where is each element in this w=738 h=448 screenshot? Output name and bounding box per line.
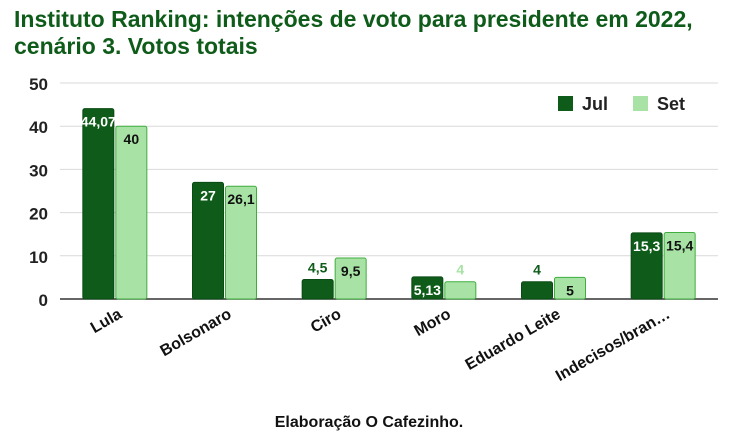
bar-set: [444, 281, 477, 300]
y-axis-ticks: 0 10 20 30 40 50: [29, 75, 48, 310]
bar-jul: [82, 108, 115, 300]
y-tick-label: 0: [39, 291, 48, 310]
data-label: 4: [456, 262, 464, 278]
data-label: 9,5: [341, 263, 361, 279]
bar-set: [663, 231, 696, 300]
x-tick-label: Indecisos/bran…: [553, 306, 673, 385]
bar-jul: [521, 281, 553, 300]
data-label: 5: [566, 282, 574, 298]
chart-caption: Elaboração O Cafezinho.: [274, 414, 464, 431]
legend: Jul Set: [558, 94, 685, 114]
bar-jul: [301, 279, 334, 300]
bar-jul: [630, 232, 663, 300]
bar-jul: [192, 181, 224, 300]
data-label: 5,13: [414, 282, 441, 298]
x-tick-label: Lula: [88, 306, 125, 337]
data-labels: 44,07 40 27 26,1 4,5 9,5 5,13 4 4 5 15,3 15,4: [81, 114, 694, 299]
bar-set: [334, 257, 367, 300]
bar-set: [115, 125, 148, 300]
bar-set: [225, 185, 257, 300]
legend-label-jul: Jul: [582, 94, 608, 114]
y-tick-label: 40: [29, 118, 48, 137]
gridlines: [60, 82, 718, 300]
data-label: 40: [124, 131, 140, 147]
x-tick-label: Eduardo Leite: [463, 306, 564, 374]
data-label: 4: [533, 262, 541, 278]
bar-jul: [411, 276, 444, 300]
y-tick-label: 20: [29, 205, 48, 224]
data-label: 15,3: [633, 238, 660, 254]
x-axis-ticks: Lula Bolsonaro Ciro Moro Eduardo LeiteIndeci…: [88, 306, 673, 385]
data-label: 44,07: [81, 114, 116, 130]
data-label: 15,4: [666, 237, 693, 253]
bars: [82, 108, 696, 300]
y-tick-label: 50: [29, 75, 48, 94]
legend-label-set: Set: [657, 94, 685, 114]
data-label: 27: [200, 187, 216, 203]
x-tick-label: Bolsonaro: [157, 306, 234, 360]
y-tick-label: 30: [29, 161, 48, 180]
legend-swatch-jul: [558, 96, 573, 111]
data-label: 26,1: [227, 191, 254, 207]
legend-swatch-set: [633, 96, 648, 111]
chart-title: Instituto Ranking: intenções de voto par…: [14, 6, 693, 59]
x-tick-label: Moro: [411, 306, 454, 340]
data-label: 4,5: [308, 260, 328, 276]
x-tick-label: Ciro: [308, 306, 344, 337]
y-tick-label: 10: [29, 248, 48, 267]
bar-set: [554, 276, 586, 300]
